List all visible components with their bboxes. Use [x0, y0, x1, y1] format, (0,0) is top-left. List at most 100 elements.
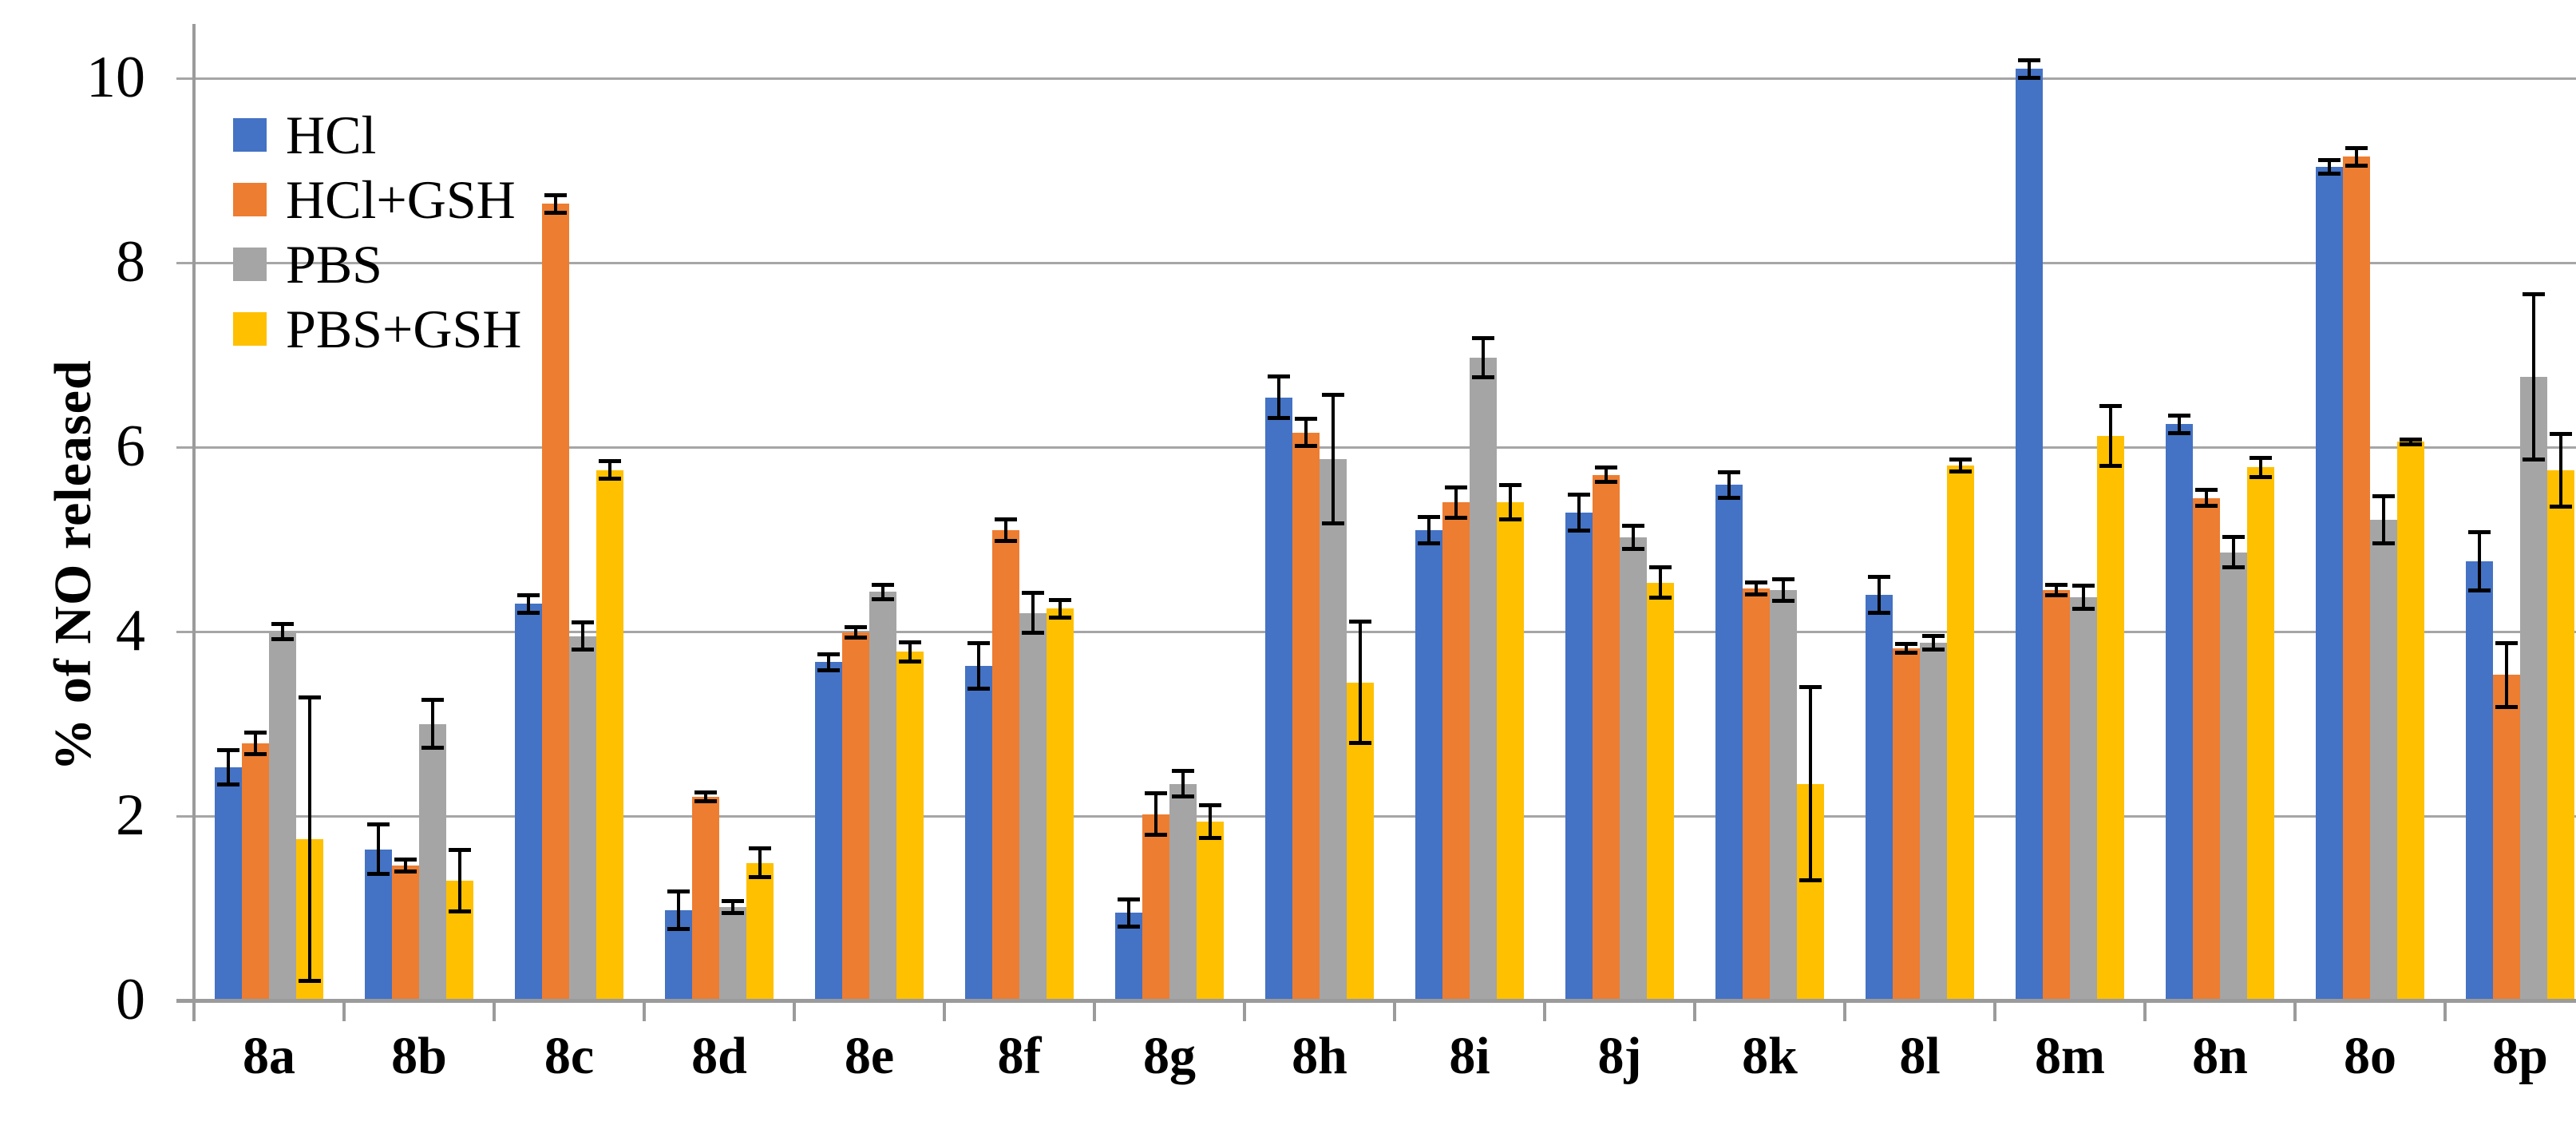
error-bar-cap: [449, 847, 471, 852]
category-label-8k: 8k: [1742, 1027, 1798, 1085]
bar-hcl-8f: [965, 665, 992, 1000]
category-label-8m: 8m: [2035, 1027, 2105, 1085]
bar-hcl-gsh-8l: [1893, 648, 1920, 1000]
error-bar-cap: [722, 899, 744, 904]
error-bar-whisker: [2532, 294, 2535, 461]
error-bar-cap: [817, 652, 840, 656]
legend-label: PBS+GSH: [286, 298, 522, 359]
error-bar-whisker: [2082, 585, 2085, 610]
y-tick-label: 0: [116, 967, 145, 1032]
error-bar-whisker: [977, 642, 980, 689]
error-bar-whisker: [581, 622, 584, 651]
error-bar-cap: [722, 911, 744, 916]
error-bar-cap: [1118, 897, 1140, 901]
error-bar-cap: [1022, 591, 1044, 596]
error-bar-cap: [2072, 607, 2095, 612]
x-axis-tick: [2143, 1002, 2147, 1021]
x-axis-line: [176, 999, 2576, 1003]
error-bar-whisker: [2205, 489, 2208, 506]
legend-swatch-pbs: [233, 247, 267, 281]
error-bar-cap: [2523, 292, 2545, 297]
bar-hcl-gsh-8h: [1292, 432, 1320, 1000]
error-bar-whisker: [227, 749, 230, 785]
bar-pbs-8m: [2070, 597, 2097, 1000]
error-bar-whisker: [2259, 457, 2262, 478]
error-bar-cap: [299, 978, 321, 983]
error-bar-cap: [2195, 503, 2218, 508]
error-bar-cap: [2400, 442, 2422, 446]
error-bar-cap: [694, 790, 717, 794]
error-bar-cap: [299, 695, 321, 699]
bar-pbs-8i: [1470, 357, 1497, 1000]
x-axis-tick: [342, 1002, 346, 1021]
bar-pbs-gsh-8o: [2397, 442, 2424, 1000]
error-bar-cap: [967, 686, 990, 691]
bar-pbs-8e: [869, 592, 896, 1000]
x-axis-tick: [2443, 1002, 2447, 1021]
category-label-8d: 8d: [691, 1027, 747, 1085]
error-bar-whisker: [1905, 644, 1908, 653]
error-bar-cap: [1145, 791, 1167, 796]
error-bar-whisker: [404, 859, 407, 873]
error-bar-cap: [1199, 803, 1221, 808]
bar-pbs-8n: [2220, 552, 2247, 1000]
bar-pbs-gsh-8g: [1197, 821, 1224, 1000]
error-bar-whisker: [1632, 525, 1635, 550]
error-bar-cap: [2550, 431, 2572, 436]
x-axis-tick: [1243, 1002, 1246, 1021]
error-bar-cap: [1868, 574, 1890, 579]
error-bar-cap: [544, 210, 567, 215]
error-bar-whisker: [1577, 493, 1581, 532]
error-bar-cap: [1922, 633, 1945, 638]
bar-pbs-8c: [569, 636, 596, 1000]
error-bar-whisker: [1031, 592, 1035, 634]
gridline: [176, 77, 2576, 80]
error-bar-cap: [1268, 416, 1290, 421]
error-bar-cap: [271, 621, 294, 626]
error-bar-cap: [845, 636, 867, 640]
error-bar-whisker: [1454, 486, 1458, 518]
bar-pbs-gsh-8f: [1047, 608, 1074, 1000]
bar-hcl-gsh-8n: [2193, 497, 2220, 1000]
bar-pbs-8b: [419, 723, 446, 1000]
error-bar-whisker: [758, 848, 762, 878]
error-bar-cap: [2018, 76, 2040, 80]
bar-hcl-8e: [815, 662, 842, 1000]
error-bar-cap: [1349, 620, 1371, 624]
error-bar-cap: [2318, 157, 2341, 162]
error-bar-whisker: [377, 824, 380, 874]
category-label-8g: 8g: [1143, 1027, 1196, 1085]
error-bar-whisker: [527, 594, 530, 613]
error-bar-cap: [1772, 577, 1794, 582]
error-bar-cap: [667, 889, 690, 893]
x-axis-tick: [1543, 1002, 1546, 1021]
bar-hcl-8c: [515, 604, 542, 1000]
error-bar-cap: [2168, 430, 2190, 435]
error-bar-whisker: [908, 641, 912, 663]
error-bar-cap: [1049, 597, 1071, 602]
bar-hcl-8l: [1866, 594, 1893, 1000]
error-bar-cap: [1172, 794, 1194, 798]
x-axis-tick: [1693, 1002, 1696, 1021]
error-bar-cap: [421, 698, 444, 703]
bar-pbs-gsh-8d: [746, 862, 774, 1000]
error-bar-cap: [367, 822, 390, 827]
error-bar-whisker: [1959, 459, 1962, 473]
error-bar-cap: [2345, 145, 2368, 150]
bar-pbs-gsh-8c: [596, 469, 623, 1000]
error-bar-whisker: [2328, 159, 2331, 175]
error-bar-whisker: [308, 697, 311, 981]
error-bar-whisker: [854, 627, 857, 639]
error-bar-cap: [995, 538, 1017, 543]
error-bar-cap: [367, 871, 390, 876]
plot-area: 0 2 4 6 8 10 8a 8b 8c 8d 8e 8f 8g 8h 8i 8j 8k 8l 8m 8n 8o 8p: [32, 13, 2576, 1120]
category-label-8a: 8a: [243, 1027, 295, 1085]
bar-pbs-gsh-8p: [2547, 469, 2574, 1000]
error-bar-cap: [1199, 835, 1221, 840]
y-axis-line: [192, 24, 196, 1021]
bar-hcl-8h: [1265, 397, 1292, 1000]
bar-pbs-8d: [719, 907, 746, 1000]
bar-pbs-8j: [1620, 537, 1647, 1000]
error-bar-cap: [2018, 57, 2040, 62]
error-bar-cap: [244, 730, 267, 735]
